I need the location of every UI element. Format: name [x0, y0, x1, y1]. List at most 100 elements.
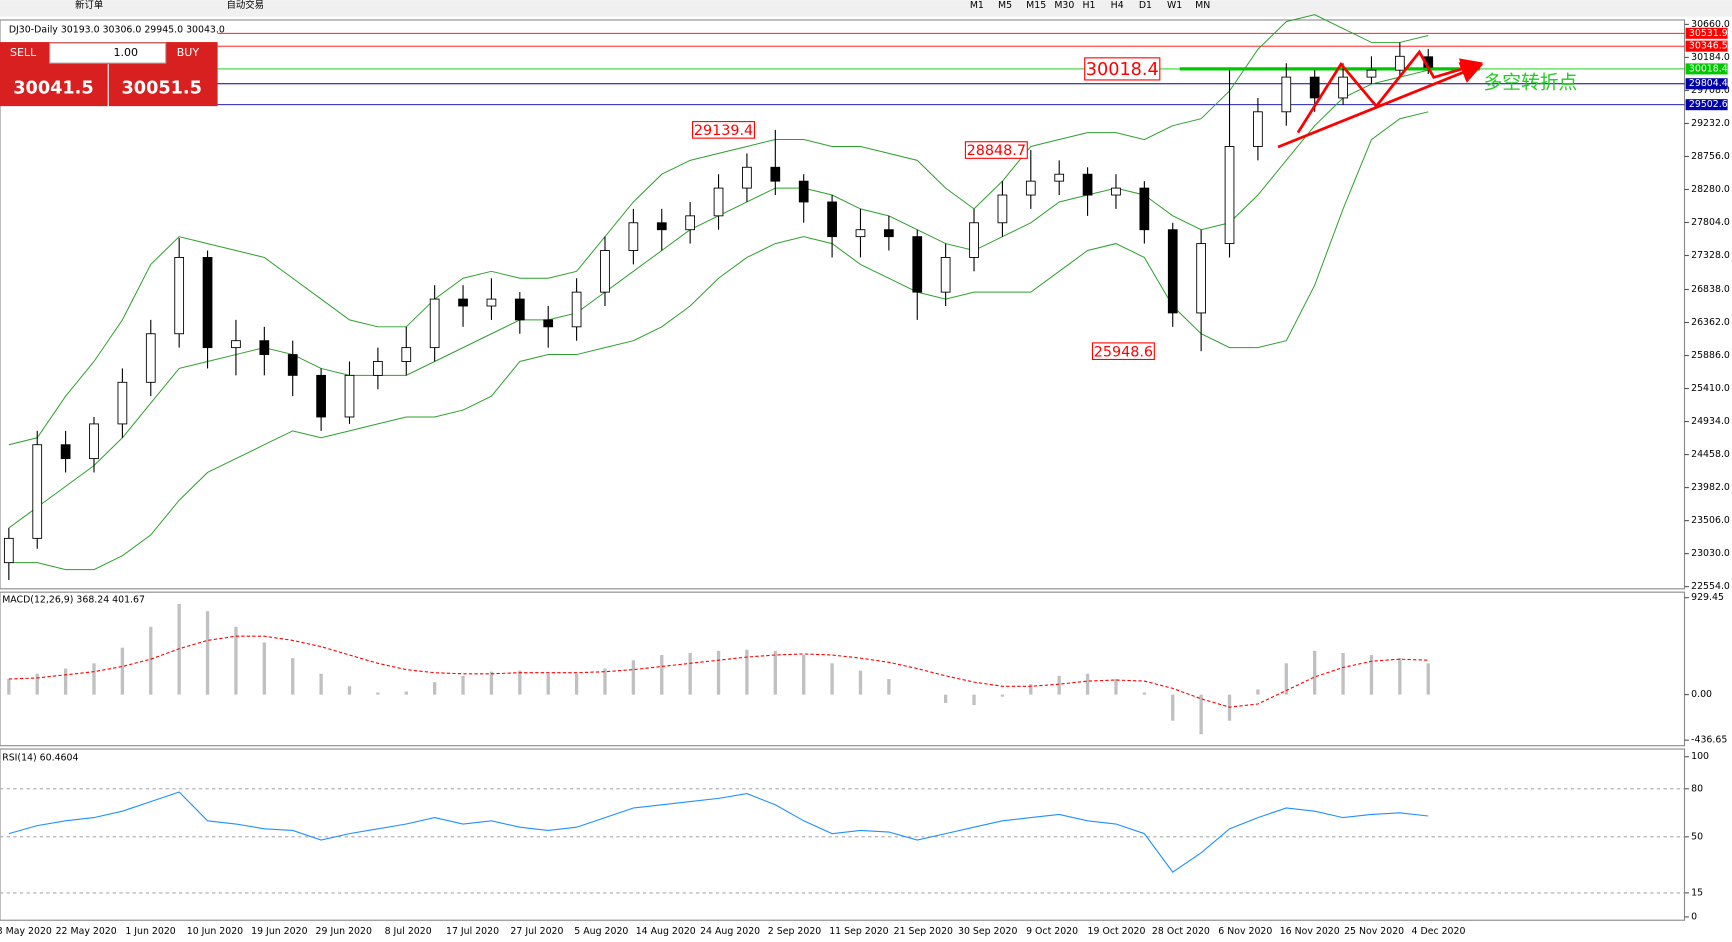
macd-bar: [603, 668, 607, 695]
y-tick-label: 15: [1691, 887, 1703, 898]
candle-body: [713, 187, 724, 217]
y-tick-label: 24458.0: [1691, 449, 1730, 460]
y-tick-label: 22554.0: [1691, 581, 1730, 592]
candle-body: [884, 229, 894, 238]
y-tick-label: 25886.0: [1691, 350, 1730, 361]
candle-body: [1309, 76, 1320, 99]
macd-bar: [120, 647, 125, 695]
macd-bar: [92, 663, 96, 695]
rsi-line: [8, 791, 1429, 873]
candle-body: [1082, 173, 1093, 196]
x-tick-label: 30 Sep 2020: [958, 926, 1017, 937]
candle-body: [1366, 69, 1377, 78]
x-tick-label: 22 May 2020: [56, 926, 117, 937]
price-annotation: 25948.6: [1094, 344, 1153, 360]
y-tick-label: 929.45: [1691, 592, 1724, 603]
y-tick-label: 30660.0: [1691, 19, 1730, 30]
macd-bar: [1085, 673, 1090, 695]
candle-body: [316, 374, 326, 418]
candle-body: [1054, 173, 1065, 182]
auto-trading-button[interactable]: 自动交易: [226, 0, 264, 11]
macd-bar: [1341, 652, 1345, 695]
y-tick-label: 50: [1691, 831, 1703, 842]
macd-bar: [546, 673, 550, 695]
timeframe-button[interactable]: H1: [1083, 0, 1096, 11]
macd-bar: [1398, 658, 1402, 695]
x-tick-label: 6 Nov 2020: [1218, 926, 1272, 937]
candle-body: [486, 298, 497, 307]
macd-bar: [1199, 694, 1203, 735]
macd-bar: [404, 691, 408, 695]
candle-body: [855, 229, 866, 238]
price-annotation: 30018.4: [1086, 60, 1159, 80]
level-label-bg: [1685, 40, 1728, 52]
macd-bar: [631, 660, 636, 695]
level-label-bg: [1685, 27, 1728, 39]
level-label: 30346.5: [1689, 41, 1728, 52]
y-tick-label: 30184.0: [1691, 52, 1730, 63]
level-label: 29502.6: [1689, 99, 1728, 110]
price-annotation-box: [1084, 57, 1161, 81]
y-tick-label: 28756.0: [1691, 151, 1730, 162]
macd-bar: [461, 675, 465, 695]
candle-body: [1394, 55, 1405, 71]
volume-input[interactable]: 1.00: [114, 46, 139, 59]
macd-bar: [1313, 650, 1317, 695]
candle-body: [1025, 180, 1036, 196]
macd-bar: [205, 611, 210, 695]
x-tick-label: 29 Jun 2020: [316, 926, 372, 937]
y-tick-label: 0: [1691, 911, 1697, 922]
candle-body: [940, 257, 951, 293]
candle-body: [628, 222, 639, 251]
sell-button[interactable]: SELL: [10, 46, 37, 59]
macd-bar: [716, 650, 721, 695]
macd-frame: [0, 591, 1686, 747]
rsi-frame: [0, 748, 1686, 921]
x-tick-label: 11 Sep 2020: [829, 926, 888, 937]
y-tick-label: -436.65: [1691, 735, 1727, 746]
timeframe-button[interactable]: W1: [1167, 0, 1182, 11]
y-tick-label: 29708.0: [1691, 85, 1730, 96]
candle-body: [600, 250, 610, 293]
macd-bar: [1029, 684, 1033, 695]
x-tick-label: 14 Aug 2020: [636, 926, 696, 937]
candle-body: [770, 166, 781, 182]
candle-body: [912, 236, 923, 293]
macd-title: MACD(12,26,9) 368.24 401.67: [2, 594, 145, 605]
buy-price[interactable]: 30051.5: [122, 78, 202, 98]
sell-price[interactable]: 30041.5: [13, 78, 93, 98]
macd-bar: [1171, 694, 1175, 721]
x-tick-label: 5 Aug 2020: [574, 926, 628, 937]
candle-body: [543, 319, 554, 328]
price-frame: [0, 19, 1686, 590]
y-tick-label: 27804.0: [1691, 217, 1730, 228]
x-tick-label: 28 Oct 2020: [1152, 926, 1210, 937]
x-tick-label: 1 Jun 2020: [125, 926, 175, 937]
macd-bar: [7, 678, 11, 695]
rsi-title: RSI(14) 60.4604: [2, 752, 78, 763]
macd-bar: [319, 673, 323, 695]
timeframe-button[interactable]: D1: [1139, 0, 1152, 11]
new-order-button[interactable]: 新订单: [75, 0, 103, 11]
timeframe-button[interactable]: M5: [998, 0, 1012, 11]
level-label: 30018.4: [1689, 63, 1728, 74]
candle-body: [89, 423, 99, 460]
buy-button[interactable]: BUY: [177, 46, 200, 59]
macd-bar: [262, 642, 266, 695]
candle-body: [60, 444, 71, 460]
candle-body: [1253, 111, 1263, 147]
x-tick-label: 17 Jul 2020: [446, 926, 499, 937]
trend-arrows: [1277, 49, 1484, 149]
timeframe-button[interactable]: H4: [1111, 0, 1124, 11]
timeframe-button[interactable]: M30: [1054, 0, 1074, 11]
timeframe-button[interactable]: M1: [970, 0, 984, 11]
bollinger-upper: [8, 14, 1429, 446]
y-tick-label: 26362.0: [1691, 317, 1730, 328]
timeframe-button[interactable]: M15: [1026, 0, 1046, 11]
x-tick-label: 4 Dec 2020: [1412, 926, 1466, 937]
price-annotation-box: [964, 141, 1028, 159]
timeframe-button[interactable]: MN: [1195, 0, 1210, 11]
candle-body: [1196, 243, 1206, 314]
macd-bar: [234, 626, 238, 695]
